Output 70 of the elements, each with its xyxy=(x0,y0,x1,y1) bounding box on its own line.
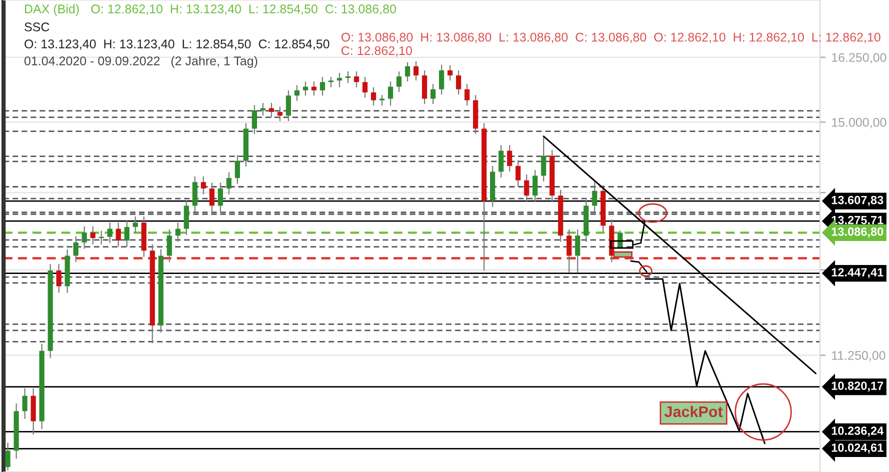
candlestick xyxy=(404,62,410,82)
candlestick xyxy=(328,76,334,88)
candlestick xyxy=(456,70,462,96)
candlestick xyxy=(396,70,402,92)
ref-line-label: 10.236,24 xyxy=(832,426,884,437)
candlestick xyxy=(422,70,428,105)
candlestick xyxy=(354,70,360,88)
candlestick xyxy=(166,228,172,263)
candlestick xyxy=(438,64,444,96)
candlestick xyxy=(90,226,96,245)
ref-line-label: 13.086,80 xyxy=(832,227,884,238)
candlestick xyxy=(184,199,189,236)
candlestick xyxy=(107,222,112,244)
candlestick xyxy=(82,226,87,250)
candlestick xyxy=(532,169,538,202)
candlestick xyxy=(464,84,470,106)
candlestick xyxy=(388,81,394,106)
candlestick xyxy=(430,84,436,105)
annotation: SSC xyxy=(24,22,50,32)
ref-line-label: 12.447,41 xyxy=(832,268,884,278)
candlestick xyxy=(260,102,266,116)
candlestick xyxy=(320,76,326,96)
candlestick xyxy=(132,216,138,234)
candlestick xyxy=(277,106,283,122)
candlestick xyxy=(362,76,368,98)
candlestick xyxy=(311,81,317,96)
y-tick-label: 11.250,00 xyxy=(832,351,886,362)
candlestick xyxy=(294,84,300,102)
candlestick xyxy=(209,182,214,212)
candlestick xyxy=(73,236,78,263)
candlestick xyxy=(286,90,292,122)
candlestick xyxy=(566,228,572,273)
y-tick-label: 15.000,00 xyxy=(832,118,886,128)
candlestick xyxy=(618,230,623,248)
candlestick xyxy=(5,442,10,471)
candlestick xyxy=(124,220,130,248)
ref-line-label: 10.024,61 xyxy=(832,443,884,454)
annotation: O: 12.862,10 H: 13.123,40 L: 12.854,50 C: 13.086,80 xyxy=(91,4,396,15)
candlestick xyxy=(575,228,580,273)
annotation: O: 13.123,40 H: 13.123,40 L: 12.854,50 C: 12.854,50 xyxy=(24,40,330,50)
candlestick xyxy=(592,182,598,212)
ref-line-label: 13.275,71 xyxy=(832,216,884,226)
candlestick xyxy=(516,160,521,187)
ref-line-label: 10.820,17 xyxy=(832,382,884,392)
candlestick xyxy=(252,104,257,135)
candlestick xyxy=(413,60,419,82)
candlestick xyxy=(507,144,512,172)
annotation: JackPot xyxy=(664,406,723,418)
candlestick xyxy=(234,154,240,184)
candlestick xyxy=(498,144,504,178)
candlestick xyxy=(226,172,232,195)
ref-line-label: 13.607,83 xyxy=(832,196,884,206)
candlestick xyxy=(370,86,376,106)
candlestick xyxy=(379,94,385,106)
candlestick xyxy=(218,182,223,212)
candlestick xyxy=(302,81,308,96)
candlestick xyxy=(56,263,62,294)
candlestick xyxy=(345,70,351,84)
annotation: 01.04.2020 - 09.09.2022 (2 Jahre, 1 Tag) xyxy=(24,56,258,68)
candlestick xyxy=(524,174,530,202)
chart-title: DAX (Bid) xyxy=(25,4,79,16)
candlestick xyxy=(336,72,342,88)
candlestick xyxy=(192,176,198,212)
candlestick xyxy=(22,388,28,420)
candlestick xyxy=(447,64,453,82)
candlestick xyxy=(175,222,180,242)
candlestick xyxy=(116,222,121,248)
candlestick xyxy=(200,176,206,195)
candlestick xyxy=(541,136,546,182)
candlestick xyxy=(268,102,274,118)
